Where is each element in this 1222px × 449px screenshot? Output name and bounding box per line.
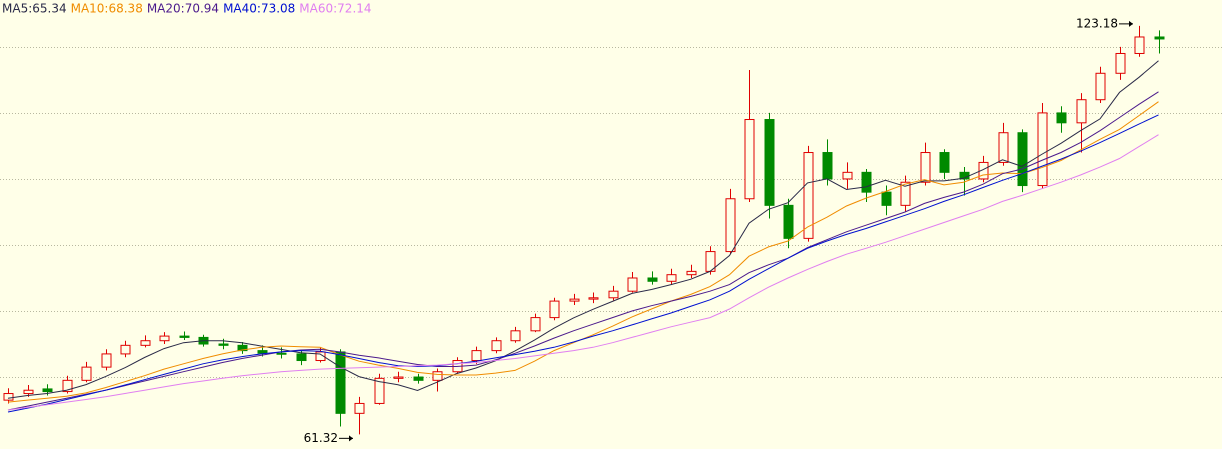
candle-body	[393, 376, 404, 379]
candle-body	[315, 351, 326, 362]
candle-body	[627, 277, 638, 292]
candle-body	[120, 344, 131, 355]
candle-body	[1154, 36, 1165, 40]
candle-body	[23, 389, 34, 395]
legend-entry: MA60:72.14	[299, 2, 371, 16]
candle-body	[1037, 112, 1048, 187]
candle-body	[725, 198, 736, 253]
ma-line	[7, 60, 1159, 399]
candle-body	[140, 340, 151, 346]
candle-body	[296, 353, 307, 362]
candle-body	[179, 335, 190, 338]
annotation-arrowhead	[1129, 20, 1133, 27]
candle-body	[608, 290, 619, 299]
candle-body	[861, 171, 872, 193]
candle-body	[686, 270, 697, 276]
candle-body	[1134, 36, 1145, 54]
candle-body	[647, 277, 658, 282]
ma-line	[7, 114, 1159, 413]
candle-body	[881, 191, 892, 206]
legend-entry: MA20:70.94	[147, 2, 219, 16]
candle-body	[588, 297, 599, 300]
candle-body	[549, 300, 560, 319]
candle-body	[1017, 132, 1028, 187]
candle-body	[744, 119, 755, 200]
candle-body	[900, 181, 911, 206]
candle-body	[978, 161, 989, 180]
candle-body	[666, 274, 677, 282]
candle-body	[1056, 112, 1067, 124]
candle-body	[998, 132, 1009, 163]
candle-body	[530, 317, 541, 332]
annotation-arrowhead	[349, 435, 353, 442]
ma-line	[7, 134, 1159, 411]
annotation-label: 61.32	[304, 431, 338, 445]
candle-body	[783, 204, 794, 239]
candle-body	[3, 393, 14, 401]
candle-body	[569, 298, 580, 302]
ma-line	[7, 101, 1159, 403]
candle-body	[842, 171, 853, 180]
ma-line	[7, 91, 1159, 411]
candle-body	[81, 366, 92, 381]
candle-body	[1095, 72, 1106, 101]
candle-body	[803, 152, 814, 239]
candle-body	[471, 350, 482, 362]
annotation-label: 123.18	[1076, 16, 1118, 30]
candle-body	[413, 376, 424, 381]
candle-body	[374, 377, 385, 404]
candle-body	[510, 330, 521, 342]
candle-body	[237, 344, 248, 352]
candle-body	[159, 335, 170, 342]
legend-entry: MA10:68.38	[71, 2, 143, 16]
candle-body	[1076, 99, 1087, 124]
candle-body	[257, 350, 268, 354]
candle-body	[764, 119, 775, 206]
candle-body	[62, 379, 73, 393]
candle-body	[491, 340, 502, 352]
candle-body	[101, 353, 112, 368]
candle-body	[1115, 52, 1126, 74]
legend-entry: MA5:65.34	[2, 2, 67, 16]
candle-body	[939, 152, 950, 173]
candle-body	[42, 388, 53, 393]
candle-body	[276, 352, 287, 355]
candle-body	[218, 343, 229, 346]
legend-entry: MA40:73.08	[223, 2, 295, 16]
candle-body	[432, 371, 443, 381]
candle-body	[920, 152, 931, 183]
candle-body	[822, 152, 833, 180]
candle-body	[354, 402, 365, 414]
candle-body	[335, 351, 346, 414]
